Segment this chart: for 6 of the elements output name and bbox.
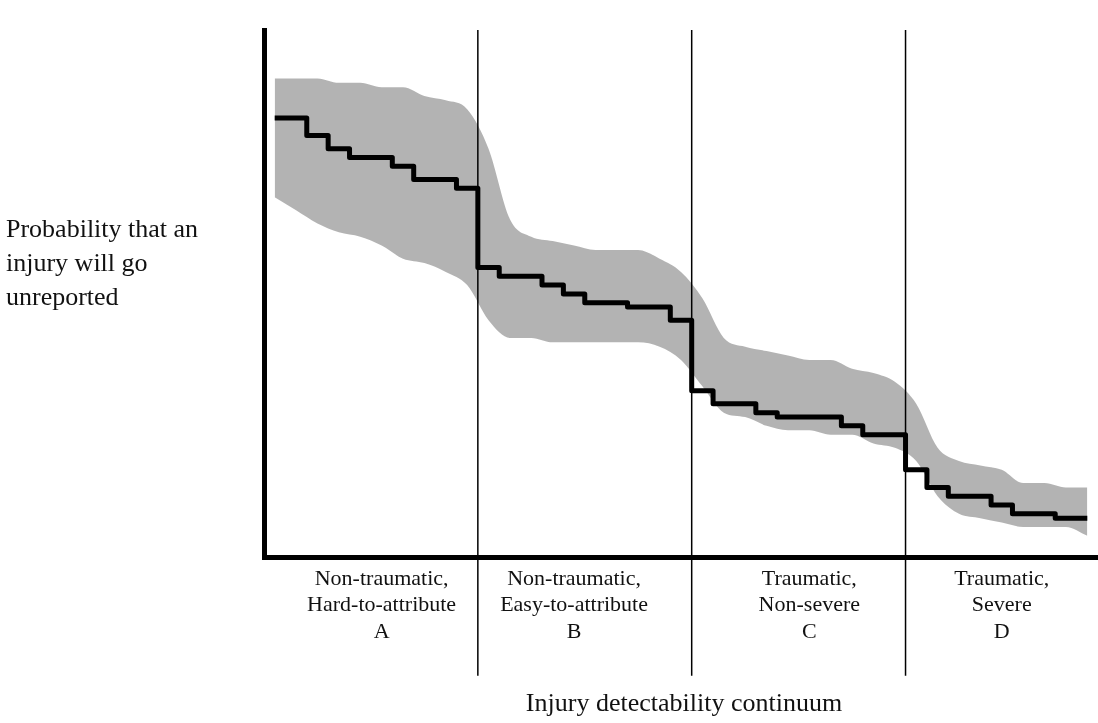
x-tick-label: Non-traumatic, Hard-to-attribute A: [307, 564, 457, 643]
y-axis-title: Probability that an injury will go unreported: [6, 213, 200, 313]
x-axis-title: Injury detectability continuum: [524, 688, 844, 718]
x-tick-label: Traumatic, Non-severe C: [758, 564, 861, 643]
x-tick-label: Traumatic, Severe D: [954, 564, 1050, 643]
x-tick-label: Non-traumatic, Easy-to-attribute B: [500, 564, 648, 643]
